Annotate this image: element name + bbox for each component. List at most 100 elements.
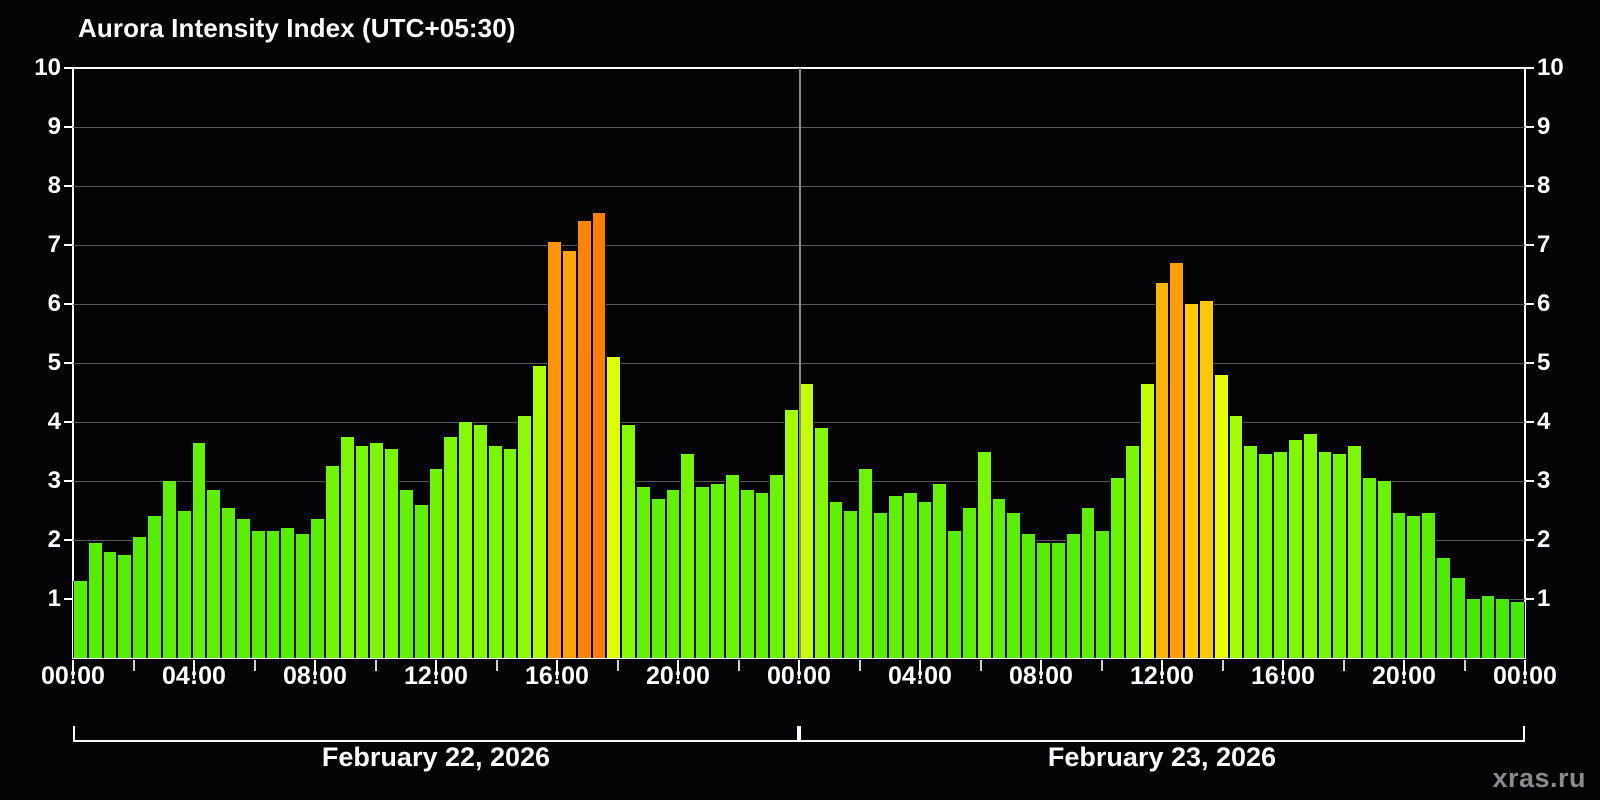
bar — [1006, 513, 1022, 658]
y-tick-label-left-2: 2 — [47, 526, 61, 553]
bar — [873, 513, 888, 658]
x-tick-major — [435, 660, 437, 679]
bar — [695, 486, 711, 658]
bar — [458, 422, 474, 658]
bar — [102, 551, 118, 658]
bar — [339, 436, 355, 658]
y-tick-label-left-6: 6 — [47, 290, 61, 317]
bar — [1495, 599, 1511, 658]
x-tick-minor — [979, 660, 982, 671]
date-bracket — [799, 726, 1525, 742]
x-tick-label: 12:00 — [404, 662, 468, 690]
bar — [1110, 478, 1125, 658]
x-tick-minor — [858, 660, 861, 671]
bar — [1421, 513, 1437, 658]
bar — [784, 410, 799, 658]
x-tick-minor — [495, 660, 498, 671]
bar — [961, 507, 977, 658]
x-tick-label: 00:00 — [41, 662, 105, 690]
y-tick-mark-right-3 — [1525, 480, 1534, 482]
y-tick-mark-left-4 — [64, 421, 73, 423]
y-tick-mark-left-6 — [64, 303, 73, 305]
y-tick-mark-right-1 — [1525, 598, 1534, 600]
x-tick-major — [1403, 660, 1405, 679]
y-tick-mark-left-9 — [64, 126, 73, 128]
y-tick-label-left-3: 3 — [47, 467, 61, 494]
bar — [991, 498, 1007, 658]
bar — [976, 451, 992, 658]
bar — [1376, 481, 1392, 658]
bar — [621, 424, 636, 658]
bar — [799, 383, 814, 658]
bar — [206, 489, 222, 658]
bar — [1139, 383, 1155, 658]
bar — [235, 519, 251, 658]
bar — [117, 554, 133, 658]
bar — [265, 531, 281, 658]
bar — [1406, 516, 1422, 658]
bar — [1080, 507, 1096, 658]
bar — [576, 221, 592, 658]
y-tick-label-left-7: 7 — [47, 231, 61, 258]
bar — [147, 516, 162, 658]
bar — [606, 357, 622, 658]
y-tick-label-right-6: 6 — [1537, 290, 1551, 317]
x-tick-minor — [1463, 660, 1466, 671]
y-tick-mark-right-5 — [1525, 362, 1534, 364]
y-tick-label-right-7: 7 — [1537, 231, 1551, 258]
y-tick-label-left-9: 9 — [47, 113, 61, 140]
x-tick-major — [1040, 660, 1042, 679]
bar — [547, 242, 562, 658]
x-tick-major — [556, 660, 558, 679]
bar — [473, 424, 488, 658]
y-tick-label-left-8: 8 — [47, 172, 61, 199]
x-tick-label: 00:00 — [767, 662, 831, 690]
y-tick-label-right-10: 10 — [1537, 54, 1564, 81]
bar — [887, 495, 903, 658]
y-tick-label-right-8: 8 — [1537, 172, 1551, 199]
bar — [1199, 301, 1214, 658]
bar — [176, 510, 192, 658]
bar — [369, 442, 385, 658]
x-tick-label: 04:00 — [888, 662, 952, 690]
bar — [1213, 374, 1229, 658]
y-tick-label-right-9: 9 — [1537, 113, 1551, 140]
x-tick-minor — [1100, 660, 1103, 671]
bar — [295, 534, 311, 658]
bar — [191, 442, 207, 658]
y-tick-label-left-5: 5 — [47, 349, 61, 376]
y-tick-mark-right-8 — [1525, 185, 1534, 187]
page-title: Aurora Intensity Index (UTC+05:30) — [78, 13, 516, 43]
y-tick-mark-left-1 — [64, 598, 73, 600]
x-tick-label: 12:00 — [1130, 662, 1194, 690]
x-tick-minor — [616, 660, 619, 671]
bar — [828, 501, 844, 658]
bar — [1450, 578, 1466, 658]
bar-series — [73, 68, 1525, 658]
x-tick-major — [1524, 660, 1526, 679]
watermark: xras.ru — [1492, 763, 1586, 793]
bar — [754, 492, 770, 658]
x-tick-label: 00:00 — [1493, 662, 1557, 690]
bar — [1436, 557, 1451, 658]
bar — [398, 489, 414, 658]
bar — [710, 483, 725, 658]
bar — [1169, 262, 1185, 658]
bar — [650, 498, 666, 658]
x-tick-label: 08:00 — [283, 662, 347, 690]
y-tick-label-right-1: 1 — [1537, 585, 1551, 612]
y-tick-label-left-4: 4 — [47, 408, 61, 435]
x-tick-minor — [253, 660, 256, 671]
y-tick-label-right-5: 5 — [1537, 349, 1551, 376]
bar — [1243, 445, 1259, 658]
bar — [1347, 445, 1362, 658]
x-tick-minor — [737, 660, 740, 671]
bar — [947, 531, 962, 658]
plot-area — [72, 67, 1526, 659]
bar — [221, 507, 236, 658]
y-tick-mark-right-4 — [1525, 421, 1534, 423]
bar — [1510, 602, 1525, 658]
bar — [1480, 596, 1496, 658]
date-bracket — [73, 726, 799, 742]
